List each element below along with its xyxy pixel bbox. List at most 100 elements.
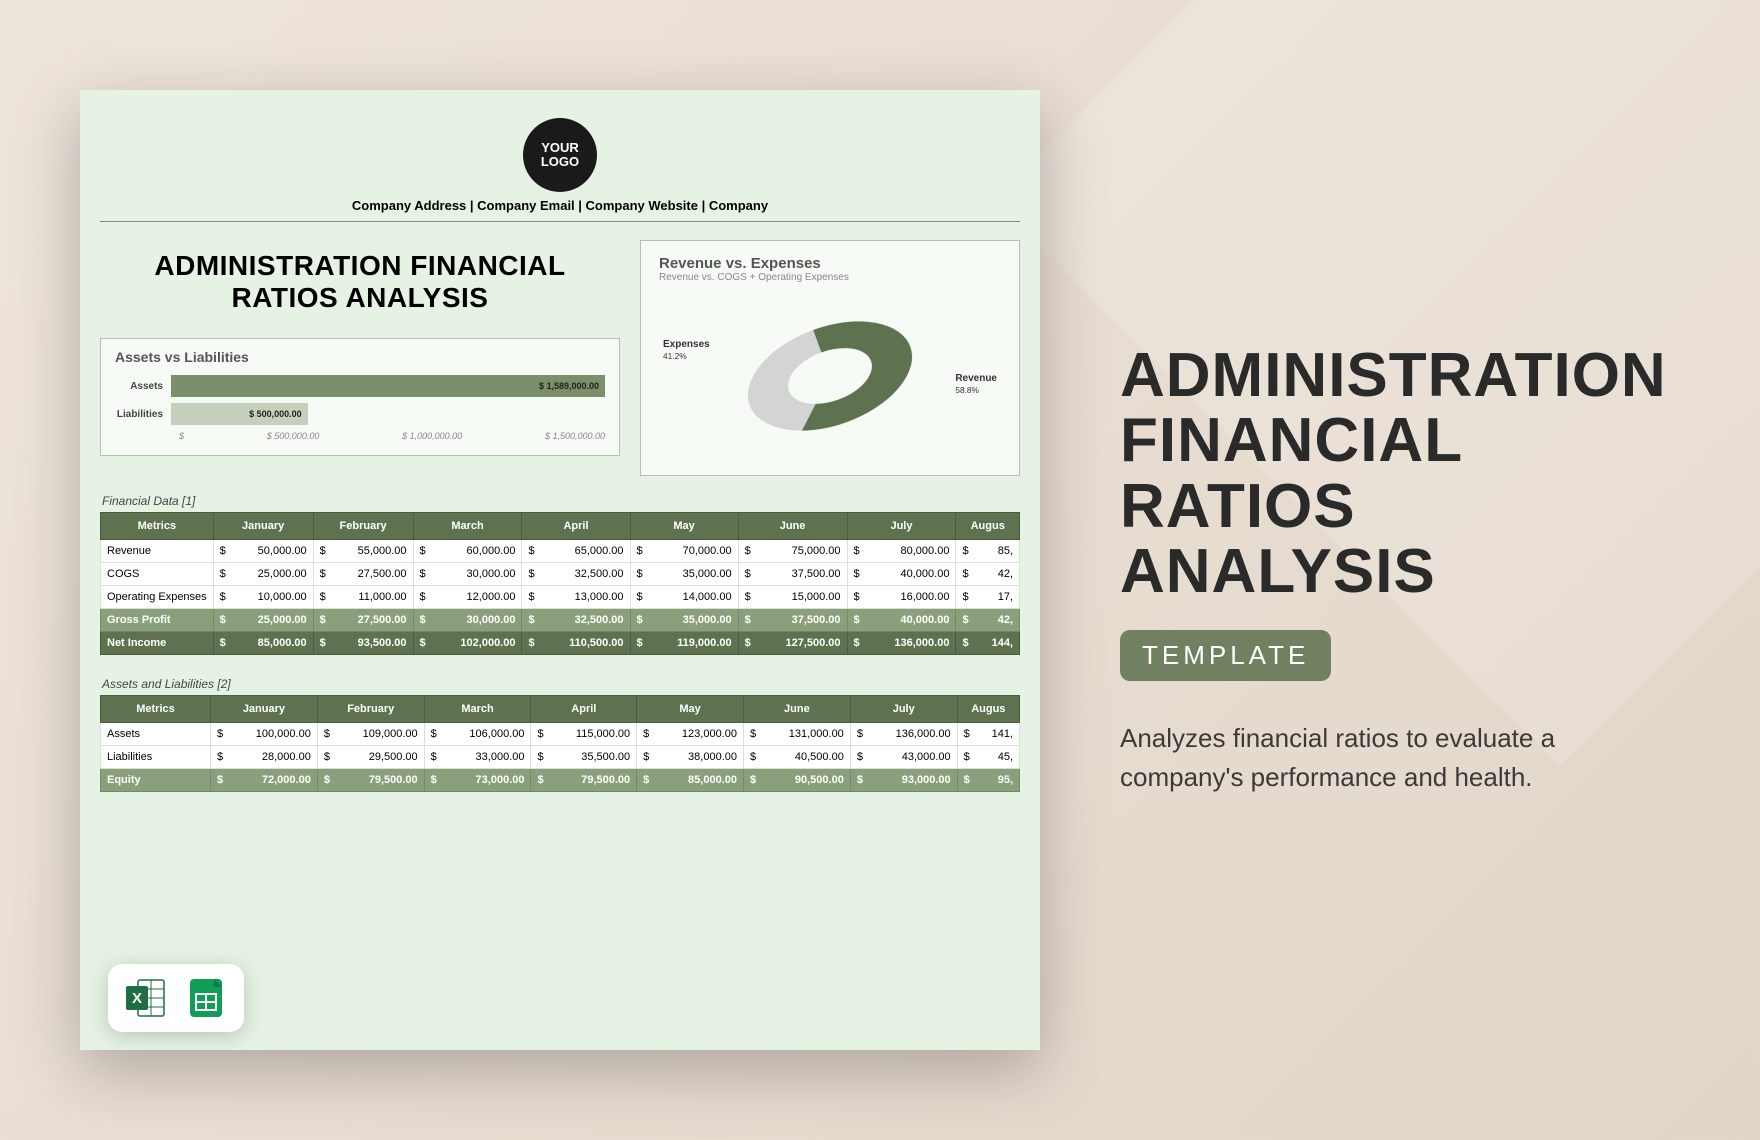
table-cell: $37,500.00: [738, 609, 847, 632]
table-cell: $65,000.00: [522, 540, 630, 563]
info-panel: ADMINISTRATION FINANCIAL RATIOS ANALYSIS…: [1040, 343, 1680, 796]
donut-subtitle: Revenue vs. COGS + Operating Expenses: [659, 272, 1001, 283]
table-cell: $93,500.00: [313, 632, 413, 655]
table-header: April: [522, 513, 630, 540]
table-header: Metrics: [101, 696, 211, 723]
donut-chart: Revenue vs. Expenses Revenue vs. COGS + …: [640, 240, 1020, 476]
row-label: COGS: [101, 563, 214, 586]
row-label: Revenue: [101, 540, 214, 563]
table-cell: $42,: [956, 609, 1020, 632]
table-row: Assets$100,000.00$109,000.00$106,000.00$…: [101, 723, 1020, 746]
table-cell: $40,000.00: [847, 563, 956, 586]
table-cell: $32,500.00: [522, 563, 630, 586]
table-cell: $10,000.00: [213, 586, 313, 609]
sheets-icon: [182, 974, 230, 1022]
donut-svg: [722, 292, 938, 459]
table-header: Augus: [957, 696, 1019, 723]
document-title: ADMINISTRATION FINANCIAL RATIOS ANALYSIS: [100, 240, 620, 338]
table-cell: $15,000.00: [738, 586, 847, 609]
bar-row: Liabilities $ 500,000.00: [115, 403, 605, 425]
donut-label-expenses: Expenses 41.2%: [663, 339, 710, 361]
description-text: Analyzes financial ratios to evaluate a …: [1120, 719, 1640, 797]
donut-area: Expenses 41.2% Revenue 58.8%: [659, 291, 1001, 461]
table-cell: $90,500.00: [743, 769, 850, 792]
table-header: July: [847, 513, 956, 540]
logo-row: YOUR LOGO: [80, 90, 1040, 192]
app-icons-bar: X: [108, 964, 244, 1032]
table-cell: $16,000.00: [847, 586, 956, 609]
table-cell: $50,000.00: [213, 540, 313, 563]
table-cell: $33,000.00: [424, 746, 531, 769]
table-header: January: [213, 513, 313, 540]
table-cell: $17,: [956, 586, 1020, 609]
donut-title: Revenue vs. Expenses: [659, 255, 1001, 272]
table-row: Revenue$50,000.00$55,000.00$60,000.00$65…: [101, 540, 1020, 563]
row-label: Operating Expenses: [101, 586, 214, 609]
table-row: Net Income$85,000.00$93,500.00$102,000.0…: [101, 632, 1020, 655]
table-cell: $136,000.00: [847, 632, 956, 655]
table-cell: $144,: [956, 632, 1020, 655]
table-header: July: [850, 696, 957, 723]
bar-fill: $ 500,000.00: [171, 403, 308, 425]
row-label: Liabilities: [101, 746, 211, 769]
assets-liabilities-table: MetricsJanuaryFebruaryMarchAprilMayJuneJ…: [100, 695, 1020, 792]
table-header: February: [313, 513, 413, 540]
table-header: Metrics: [101, 513, 214, 540]
bar-row: Assets$ 1,589,000.00: [115, 375, 605, 397]
table-cell: $25,000.00: [213, 563, 313, 586]
table-cell: $27,500.00: [313, 609, 413, 632]
table-cell: $30,000.00: [413, 609, 522, 632]
title-line-1: ADMINISTRATION FINANCIAL: [154, 250, 565, 281]
table-cell: $72,000.00: [211, 769, 318, 792]
row-label: Gross Profit: [101, 609, 214, 632]
table-cell: $70,000.00: [630, 540, 738, 563]
bar-value: $ 500,000.00: [249, 409, 302, 419]
table-header: January: [211, 696, 318, 723]
table-cell: $85,000.00: [637, 769, 744, 792]
table-cell: $28,000.00: [211, 746, 318, 769]
table-header: March: [424, 696, 531, 723]
bar-label: Liabilities: [115, 409, 171, 420]
bar-label: Assets: [115, 381, 171, 392]
table-header: Augus: [956, 513, 1020, 540]
table-cell: $73,000.00: [424, 769, 531, 792]
table-header: May: [637, 696, 744, 723]
table-row: Gross Profit$25,000.00$27,500.00$30,000.…: [101, 609, 1020, 632]
table-cell: $45,: [957, 746, 1019, 769]
table-cell: $42,: [956, 563, 1020, 586]
table-cell: $40,500.00: [743, 746, 850, 769]
table-cell: $11,000.00: [313, 586, 413, 609]
svg-text:X: X: [132, 990, 142, 1007]
table-cell: $13,000.00: [522, 586, 630, 609]
table-cell: $131,000.00: [743, 723, 850, 746]
table-row: Equity$72,000.00$79,500.00$73,000.00$79,…: [101, 769, 1020, 792]
excel-icon: X: [122, 974, 170, 1022]
row-label: Assets: [101, 723, 211, 746]
table-cell: $93,000.00: [850, 769, 957, 792]
title-line-2: RATIOS ANALYSIS: [232, 282, 489, 313]
bar-chart-axis: $$ 500,000.00$ 1,000,000.00$ 1,500,000.0…: [179, 431, 605, 441]
table-header: June: [738, 513, 847, 540]
row-label: Net Income: [101, 632, 214, 655]
row-label: Equity: [101, 769, 211, 792]
table-header: May: [630, 513, 738, 540]
table-cell: $80,000.00: [847, 540, 956, 563]
table-cell: $95,: [957, 769, 1019, 792]
bar-track: $ 500,000.00: [171, 403, 605, 425]
table1-caption: Financial Data [1]: [80, 486, 1040, 512]
table-cell: $79,500.00: [317, 769, 424, 792]
table-cell: $55,000.00: [313, 540, 413, 563]
table-cell: $25,000.00: [213, 609, 313, 632]
table-cell: $102,000.00: [413, 632, 522, 655]
table-cell: $12,000.00: [413, 586, 522, 609]
table-cell: $40,000.00: [847, 609, 956, 632]
table-row: Operating Expenses$10,000.00$11,000.00$1…: [101, 586, 1020, 609]
table-cell: $109,000.00: [317, 723, 424, 746]
table-cell: $37,500.00: [738, 563, 847, 586]
table-row: Liabilities$28,000.00$29,500.00$33,000.0…: [101, 746, 1020, 769]
table-cell: $79,500.00: [531, 769, 637, 792]
table-row: COGS$25,000.00$27,500.00$30,000.00$32,50…: [101, 563, 1020, 586]
company-info-line: Company Address | Company Email | Compan…: [100, 192, 1020, 222]
table-cell: $115,000.00: [531, 723, 637, 746]
table-header: April: [531, 696, 637, 723]
